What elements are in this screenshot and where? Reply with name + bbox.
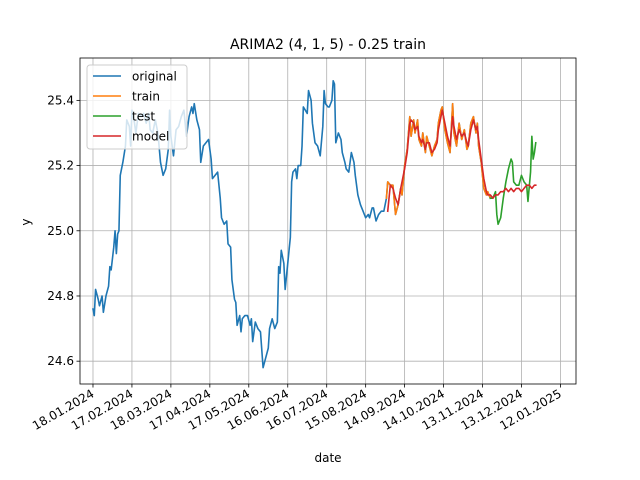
y-axis: 24.6 24.8 25.0 25.2 25.4 xyxy=(47,93,80,368)
legend-box xyxy=(86,64,188,150)
legend-label-original: original xyxy=(132,70,177,84)
y-tick-label: 25.4 xyxy=(47,93,74,107)
plot-frame xyxy=(79,57,577,385)
y-axis-label: y xyxy=(19,218,33,225)
x-axis-label: date xyxy=(314,451,341,465)
legend-label-model: model xyxy=(132,130,169,144)
series-line-model xyxy=(386,109,537,213)
y-tick-label: 25.2 xyxy=(47,159,74,173)
legend: original train test model xyxy=(86,64,188,150)
y-tick-label: 25.0 xyxy=(47,224,74,238)
y-tick-label: 24.6 xyxy=(47,354,74,368)
series-line-test xyxy=(489,135,537,226)
legend-label-train: train xyxy=(132,90,160,104)
y-tick-label: 24.8 xyxy=(47,289,74,303)
legend-label-test: test xyxy=(132,110,155,124)
chart-title: ARIMA2 (4, 1, 5) - 0.25 train xyxy=(230,37,426,53)
